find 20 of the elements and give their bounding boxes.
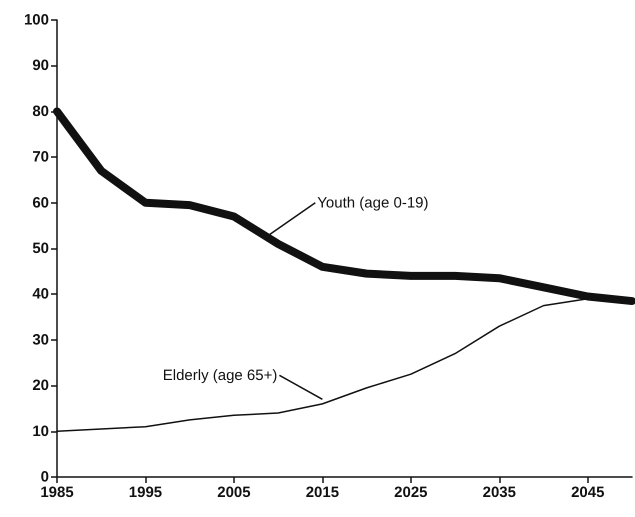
y-tick-label: 70	[32, 148, 49, 166]
x-tick-label: 2025	[394, 484, 428, 501]
y-tick-label: 80	[32, 102, 49, 120]
x-tick-label: 1985	[40, 484, 74, 501]
y-tick-label: 40	[32, 286, 49, 303]
x-tick-label: 1995	[128, 484, 162, 501]
x-tick-label: 2045	[571, 484, 604, 501]
annotation: Elderly (age 65+)	[162, 366, 278, 384]
y-tick-label: 10	[32, 422, 49, 440]
x-tick-label: 2015	[306, 484, 340, 501]
y-tick-label: 90	[32, 57, 49, 74]
y-tick-label: 30	[32, 331, 49, 348]
y-tick-label: 20	[32, 377, 49, 394]
y-tick-label: 50	[32, 240, 49, 257]
y-tick-label: 100	[24, 12, 49, 28]
x-tick-label: 2005	[217, 484, 251, 501]
y-tick-label: 60	[32, 194, 49, 212]
y-tick-label: 0	[40, 468, 49, 486]
annotation: Youth (age 0-19)	[317, 194, 429, 212]
x-tick-label: 2035	[482, 484, 516, 501]
